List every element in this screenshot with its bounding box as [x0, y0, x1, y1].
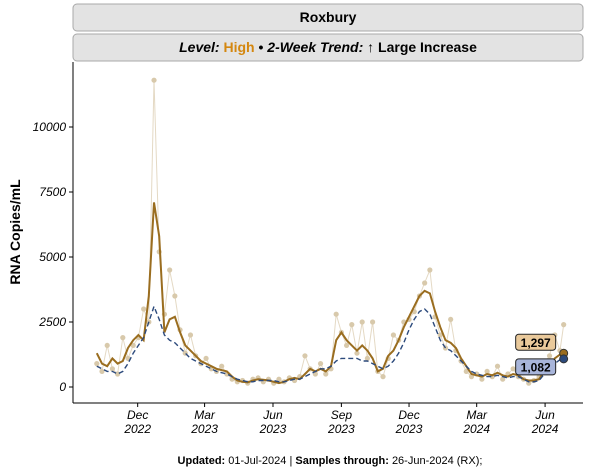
sample-point	[364, 355, 371, 362]
strip-bottom	[72, 33, 584, 62]
sample-point	[302, 353, 308, 359]
end-label: 1,297	[521, 336, 551, 350]
trend-label: 2-Week Trend:	[266, 39, 363, 55]
level-label: Level:	[179, 39, 219, 55]
sample-point	[349, 322, 355, 328]
footer-updated: 01-Jul-2024	[228, 455, 286, 467]
sample-point	[167, 267, 173, 273]
x-tick-label: Jun 2023	[259, 408, 287, 436]
footer-samples: 26-Jun-2024 (RX);	[392, 455, 483, 467]
sample-point	[546, 353, 553, 359]
strip-title: Roxbury	[300, 9, 357, 25]
sample-point	[448, 316, 454, 323]
sample-point	[187, 332, 194, 338]
x-tick-label: Jun 2024	[531, 408, 559, 436]
sample-point	[494, 363, 501, 369]
sample-point	[141, 306, 147, 312]
x-tick-label-line: Jun	[534, 408, 555, 422]
strip-subtitle: Level: High • 2-Week Trend: ↑ Large Incr…	[179, 39, 477, 55]
y-axis-title: RNA Copies/mL	[7, 179, 23, 285]
sample-point	[172, 293, 178, 299]
sample-point	[120, 335, 126, 341]
sample-point	[354, 350, 360, 356]
sample-point	[219, 363, 225, 369]
sample-point	[500, 376, 506, 382]
sample-point	[130, 342, 136, 349]
sample-line	[96, 80, 565, 384]
sample-point	[390, 332, 397, 338]
x-tick-label-line: Jun	[262, 408, 283, 422]
sample-point	[370, 319, 376, 325]
x-tick-label-line: 2023	[259, 422, 287, 436]
y-tick-label: 10000	[33, 120, 67, 134]
sample-point	[94, 361, 100, 367]
footer-samples-label: Samples through:	[295, 455, 389, 467]
end-point	[559, 354, 569, 364]
sample-point	[115, 371, 121, 377]
sample-point	[561, 322, 567, 328]
footer-updated-label: Updated:	[178, 455, 226, 467]
sample-point	[104, 342, 110, 349]
x-tick-label-line: 2022	[123, 422, 151, 436]
sample-point	[359, 319, 365, 325]
x-tick-label: Mar 2023	[190, 408, 218, 436]
sample-point	[99, 368, 105, 375]
separator: •	[258, 39, 263, 55]
x-tick-label: Mar 2024	[462, 408, 490, 436]
sample-point	[437, 332, 443, 338]
x-tick-label-line: 2024	[531, 422, 559, 436]
sample-point	[203, 355, 209, 362]
sample-point	[484, 368, 490, 375]
sample-point	[343, 342, 350, 349]
x-tick-label: Dec 2023	[395, 408, 423, 436]
x-tick-label-line: Dec	[398, 408, 419, 422]
end-label: 1,082	[521, 360, 551, 374]
sample-point	[151, 77, 157, 83]
footer-divider: |	[289, 455, 292, 467]
sample-point	[333, 311, 339, 317]
footer: Updated: 01-Jul-2024 | Samples through: …	[178, 455, 483, 467]
x-tick-label-line: Dec	[127, 408, 148, 422]
sample-point	[422, 280, 428, 286]
y-tick-label: 2500	[38, 315, 66, 329]
sample-point	[109, 366, 116, 372]
sample-point	[510, 366, 516, 372]
trend-line-dashed	[96, 304, 564, 383]
sample-point	[479, 376, 485, 382]
x-tick-label-line: Mar	[466, 408, 488, 422]
trend: ↑ Large Increase	[367, 39, 477, 55]
y-tick-label: 7500	[39, 185, 66, 199]
x-tick-label-line: 2023	[327, 422, 355, 436]
x-tick-label-line: 2023	[190, 422, 218, 436]
sample-point	[463, 368, 469, 375]
sample-point	[317, 361, 324, 367]
x-tick-label-line: Sep	[331, 408, 353, 422]
level: High	[223, 39, 254, 55]
x-tick-label-line: Mar	[194, 408, 216, 422]
strip-top	[72, 3, 584, 32]
sample-point	[323, 371, 329, 377]
sample-point	[427, 267, 433, 273]
x-tick-label: Dec 2022	[123, 408, 151, 436]
end-label-box	[515, 358, 557, 376]
end-label-box	[515, 333, 557, 351]
x-tick-label-line: 2023	[395, 422, 423, 436]
sample-point	[276, 376, 282, 382]
y-tick-label: 0	[59, 380, 66, 394]
x-tick-label: Sep 2023	[327, 408, 355, 436]
sample-point	[380, 374, 386, 380]
y-tick-label: 5000	[39, 250, 66, 264]
x-tick-label-line: 2024	[462, 422, 490, 436]
